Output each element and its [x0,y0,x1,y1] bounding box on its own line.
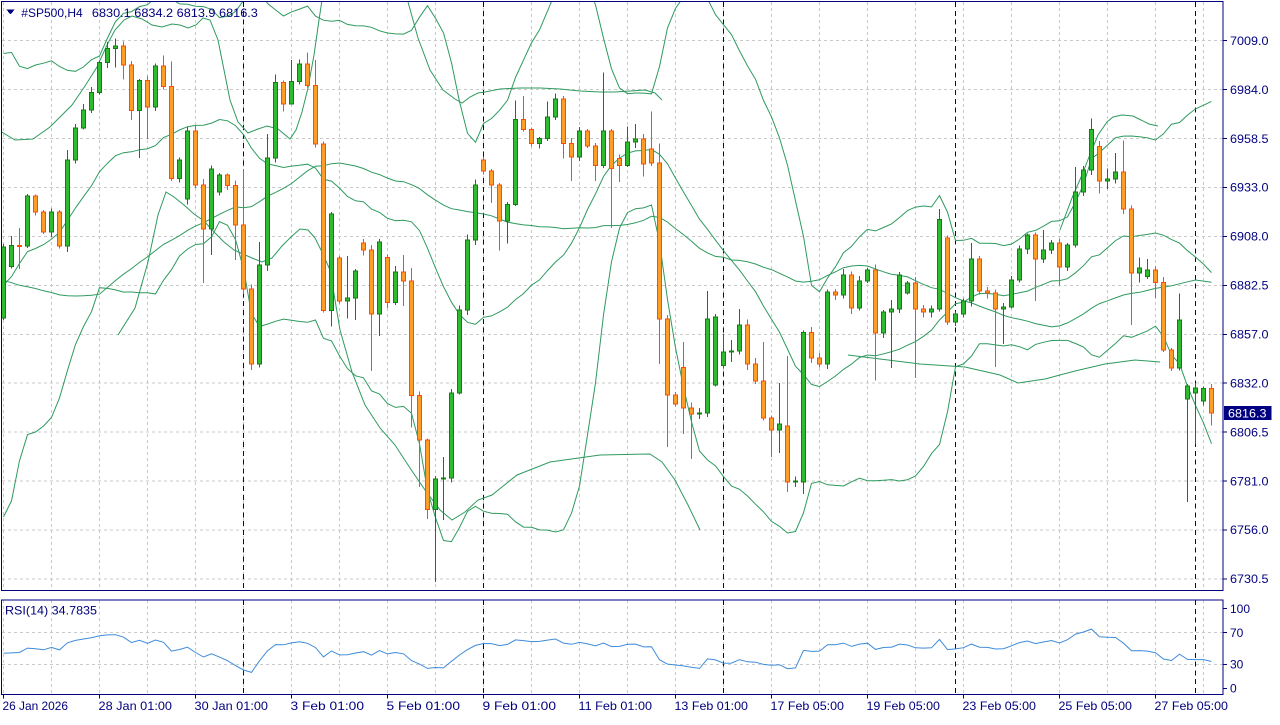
svg-text:17 Feb 05:00: 17 Feb 05:00 [771,699,845,713]
svg-text:30: 30 [1230,658,1244,672]
svg-text:13 Feb 01:00: 13 Feb 01:00 [675,699,749,713]
svg-text:6882.5: 6882.5 [1230,279,1269,293]
svg-text:6933.0: 6933.0 [1230,181,1269,195]
svg-text:RSI(14) 34.7835: RSI(14) 34.7835 [5,604,97,618]
svg-text:7009.0: 7009.0 [1230,34,1269,48]
svg-text:19 Feb 05:00: 19 Feb 05:00 [867,699,941,713]
svg-text:25 Feb 05:00: 25 Feb 05:00 [1059,699,1133,713]
svg-text:100: 100 [1230,602,1250,616]
svg-text:6857.0: 6857.0 [1230,328,1269,342]
svg-text:5 Feb 01:00: 5 Feb 01:00 [387,699,461,713]
svg-text:#SP500,H4: #SP500,H4 [21,6,83,20]
svg-text:30 Jan 01:00: 30 Jan 01:00 [195,699,269,713]
svg-text:0: 0 [1230,682,1237,696]
svg-text:9 Feb 01:00: 9 Feb 01:00 [483,699,557,713]
svg-text:26 Jan 2026: 26 Jan 2026 [3,699,69,713]
svg-text:6816.3: 6816.3 [1228,406,1267,420]
svg-text:6756.0: 6756.0 [1230,523,1269,537]
svg-text:28 Jan 01:00: 28 Jan 01:00 [99,699,173,713]
svg-text:27 Feb 05:00: 27 Feb 05:00 [1155,699,1229,713]
svg-text:6984.0: 6984.0 [1230,83,1269,97]
svg-text:3 Feb 01:00: 3 Feb 01:00 [291,699,365,713]
svg-text:6806.5: 6806.5 [1230,425,1269,439]
svg-text:6958.5: 6958.5 [1230,132,1269,146]
svg-text:6908.0: 6908.0 [1230,230,1269,244]
svg-text:6830.1 6834.2 6813.9 6816.3: 6830.1 6834.2 6813.9 6816.3 [92,6,258,20]
svg-text:11 Feb 01:00: 11 Feb 01:00 [579,699,653,713]
svg-text:23 Feb 05:00: 23 Feb 05:00 [963,699,1037,713]
svg-text:6781.0: 6781.0 [1230,474,1269,488]
svg-text:6730.5: 6730.5 [1230,572,1269,586]
svg-text:6832.0: 6832.0 [1230,376,1269,390]
svg-text:70: 70 [1230,626,1244,640]
